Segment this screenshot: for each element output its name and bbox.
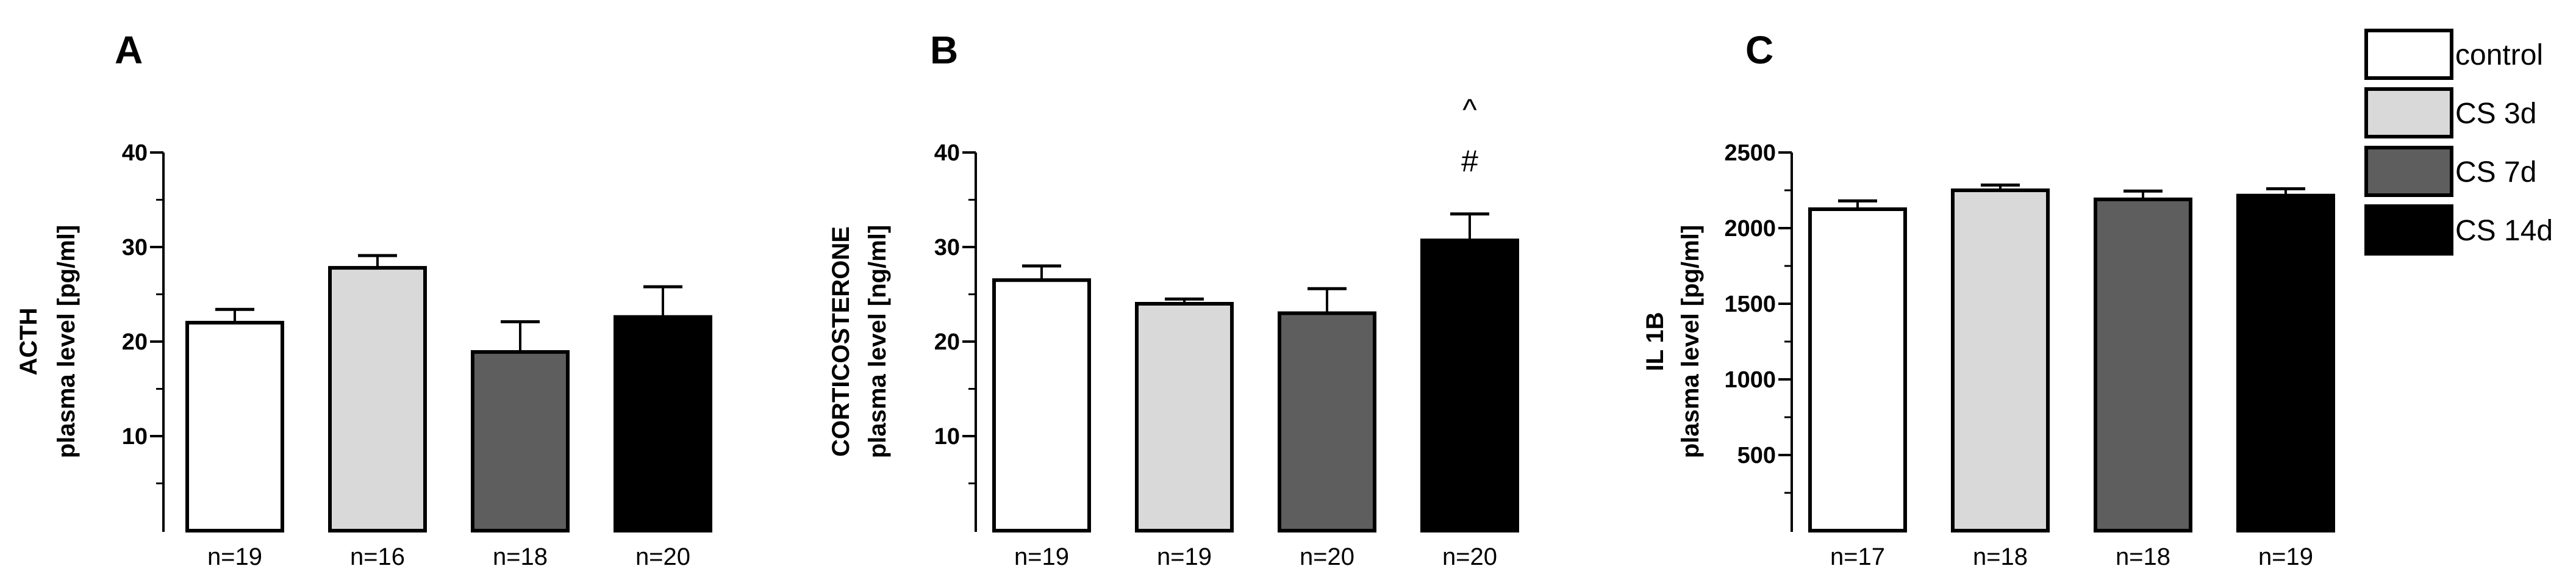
chart-panels: A ACTH plasma level [pg/ml] 10 20 30 40 n=19 n=1…	[15, 28, 2335, 570]
y-tick-label: 2500	[1724, 140, 1776, 166]
bar-4	[1420, 238, 1519, 532]
bar-4	[614, 315, 712, 532]
y-tick-label: 1000	[1724, 367, 1776, 393]
category-label: n=19	[1157, 543, 1212, 570]
y-tick-label: 30	[122, 235, 148, 260]
legend: control CS 3d CS 7d CS 14d	[2364, 29, 2553, 256]
y-tick-label: 20	[934, 329, 960, 355]
category-label: n=20	[1300, 543, 1354, 570]
bar-1	[185, 321, 284, 532]
legend-swatch	[2364, 87, 2453, 138]
legend-item: CS 7d	[2364, 146, 2536, 197]
panel-b: B CORTICOSTERONE plasma level [ng/ml] 10 20 3…	[828, 28, 1519, 570]
legend-item: CS 3d	[2364, 87, 2536, 138]
category-label: n=18	[1973, 543, 2028, 570]
y-tick-label: 30	[934, 235, 960, 260]
bar-2	[1135, 302, 1234, 532]
bar-4	[2236, 193, 2335, 532]
panel-letter: B	[930, 28, 958, 72]
y-tick-label: 1500	[1724, 292, 1776, 317]
legend-label: CS 3d	[2455, 98, 2536, 130]
y-tick-label: 40	[934, 140, 960, 166]
bar-2	[328, 266, 427, 532]
y-tick-label: 2000	[1724, 216, 1776, 242]
y-tick-label: 20	[122, 329, 148, 355]
category-label: n=18	[2116, 543, 2170, 570]
category-label: n=19	[1014, 543, 1069, 570]
y-tick-label: 10	[934, 424, 960, 450]
panel-letter: A	[115, 28, 143, 72]
category-label: n=16	[350, 543, 405, 570]
legend-swatch	[2364, 204, 2453, 256]
y-axis-label-line1: IL 1B	[1642, 312, 1669, 371]
category-label: n=20	[1442, 543, 1497, 570]
bar-3	[471, 350, 570, 532]
legend-label: CS 7d	[2455, 156, 2536, 188]
legend-item: control	[2364, 29, 2543, 80]
category-label: n=18	[493, 543, 548, 570]
bar-3	[2094, 197, 2192, 532]
bar-2	[1951, 188, 2050, 532]
y-axis-label-line1: CORTICOSTERONE	[828, 226, 854, 457]
panel-c: C IL 1B plasma level [pg/ml] 500 1000 1500 200…	[1642, 28, 2335, 570]
significance-annotation: ^	[1462, 93, 1477, 127]
legend-item: CS 14d	[2364, 204, 2553, 256]
bar-3	[1278, 311, 1376, 532]
legend-swatch	[2364, 29, 2453, 80]
significance-annotation: #	[1461, 144, 1478, 178]
bar-1	[1808, 207, 1907, 532]
category-label: n=17	[1830, 543, 1885, 570]
y-axis-label-line2: plasma level [pg/ml]	[53, 225, 80, 458]
legend-label: control	[2455, 39, 2543, 71]
y-axis-label-line2: plasma level [pg/ml]	[1677, 225, 1704, 458]
y-tick-label: 500	[1737, 443, 1776, 468]
panel-a: A ACTH plasma level [pg/ml] 10 20 30 40 n=19 n=1…	[15, 28, 712, 570]
category-label: n=20	[635, 543, 690, 570]
category-label: n=19	[207, 543, 262, 570]
y-tick-label: 10	[122, 424, 148, 450]
y-axis-label-line2: plasma level [ng/ml]	[864, 225, 891, 458]
panel-letter: C	[1745, 28, 1773, 72]
y-axis-label-line1: ACTH	[15, 307, 42, 375]
category-label: n=19	[2258, 543, 2313, 570]
bar-1	[992, 278, 1091, 532]
legend-swatch	[2364, 146, 2453, 197]
y-tick-label: 40	[122, 140, 148, 166]
legend-label: CS 14d	[2455, 215, 2553, 247]
